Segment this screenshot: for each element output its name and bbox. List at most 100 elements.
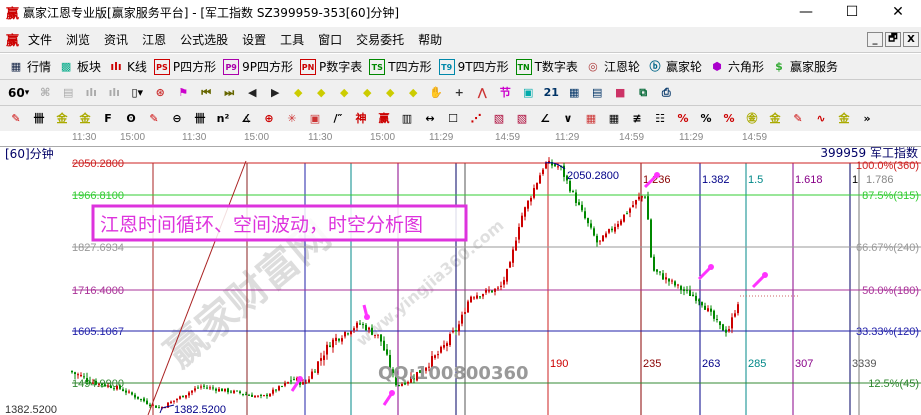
gold3-icon[interactable]: 金 bbox=[838, 111, 850, 125]
gold2-icon[interactable]: 金 bbox=[79, 111, 91, 125]
angle-icon[interactable]: ∡ bbox=[241, 111, 251, 125]
n2-icon[interactable]: n² bbox=[216, 111, 230, 125]
menu-item[interactable]: 帮助 bbox=[418, 33, 443, 47]
crosshair-icon[interactable]: + bbox=[454, 85, 464, 99]
notes-icon[interactable]: ▤ bbox=[592, 85, 603, 99]
box-fan2-icon[interactable]: ▧ bbox=[516, 111, 528, 125]
percent-red-icon[interactable]: % bbox=[677, 111, 689, 125]
close-button[interactable]: ✕ bbox=[892, 4, 904, 20]
calendar-icon[interactable]: 21 bbox=[543, 85, 559, 99]
candle-type-icon[interactable]: ▯▾ bbox=[131, 85, 144, 99]
menu-item[interactable]: 设置 bbox=[242, 33, 267, 47]
parallel-icon[interactable]: ≢ bbox=[632, 111, 642, 125]
minimize-button[interactable]: — bbox=[799, 4, 813, 20]
calculator-icon[interactable]: ▦ bbox=[569, 85, 580, 99]
last-icon[interactable]: ⏭ bbox=[224, 85, 235, 99]
printer-icon[interactable]: ⎙ bbox=[661, 85, 671, 99]
menu-item[interactable]: 交易委托 bbox=[356, 33, 405, 47]
pattern-icon[interactable]: ⊛ bbox=[155, 85, 165, 99]
table-icon[interactable]: ☷ bbox=[655, 111, 665, 125]
flag-icon[interactable]: ⚑ bbox=[178, 85, 189, 99]
vee-icon[interactable]: ∨ bbox=[563, 111, 573, 125]
menu-item[interactable]: 江恩 bbox=[142, 33, 167, 47]
star-icon[interactable]: ✳ bbox=[287, 111, 297, 125]
network-icon[interactable]: ⧉ bbox=[639, 85, 648, 99]
mdi-restore-button[interactable]: 🗗 bbox=[885, 32, 901, 47]
menu-item[interactable]: 工具 bbox=[280, 33, 305, 47]
vlines-icon[interactable]: 卌 bbox=[33, 111, 45, 125]
gold-lines-icon[interactable]: 金 bbox=[769, 111, 781, 125]
period-select[interactable]: 60 ▾ bbox=[8, 86, 29, 100]
toolbar-button-hexagon[interactable]: ⬢ 六角形 bbox=[709, 58, 764, 75]
square-icon[interactable]: ☐ bbox=[448, 111, 458, 125]
left-icon[interactable]: ◀ bbox=[248, 85, 257, 99]
pen-lines-icon[interactable]: ✎ bbox=[793, 111, 803, 125]
wave-icon[interactable]: ∿ bbox=[816, 111, 826, 125]
lines-icon[interactable]: /″ bbox=[333, 111, 343, 125]
mdi-minimize-button[interactable]: _ bbox=[867, 32, 883, 47]
percent-icon[interactable]: % bbox=[700, 111, 712, 125]
toolbar-button-ps[interactable]: PS P四方形 bbox=[153, 58, 216, 75]
frame-icon[interactable]: ▣ bbox=[523, 85, 534, 99]
mdi-close-button[interactable]: X bbox=[903, 32, 919, 47]
toolbar-button-grid-table[interactable]: ▦ 行情 bbox=[8, 58, 51, 75]
spiral-icon[interactable]: ʘ bbox=[126, 111, 136, 125]
width-icon[interactable]: ↔ bbox=[425, 111, 435, 125]
yellow-left-icon[interactable]: ◆ bbox=[294, 85, 303, 99]
menu-item[interactable]: 公式选股 bbox=[180, 33, 229, 47]
yellow-right-icon[interactable]: ◆ bbox=[317, 85, 326, 99]
yellow-star-icon[interactable]: ◆ bbox=[386, 85, 395, 99]
circle-ruler-icon[interactable]: ⊖ bbox=[172, 111, 182, 125]
bars9-icon[interactable]: ılı bbox=[108, 85, 120, 99]
toolbar-button-gann-wheel[interactable]: ◎ 江恩轮 bbox=[585, 58, 640, 75]
gold-circle-icon[interactable]: ㊎ bbox=[746, 111, 758, 125]
maximize-button[interactable]: ☐ bbox=[845, 4, 859, 20]
ruler-icon[interactable]: ▥ bbox=[401, 111, 413, 125]
ying-icon[interactable]: 赢 bbox=[378, 111, 390, 125]
toolbar-button-sector-blocks[interactable]: ▩ 板块 bbox=[58, 58, 101, 75]
menu-item[interactable]: 浏览 bbox=[66, 33, 91, 47]
yellow-v-icon[interactable]: ◆ bbox=[409, 85, 418, 99]
vlines2-icon[interactable]: 卌 bbox=[194, 111, 206, 125]
toolbar-button-p9[interactable]: P9 9P四方形 bbox=[223, 58, 293, 75]
yellow-h-icon[interactable]: ◆ bbox=[340, 85, 349, 99]
section-icon[interactable]: 节 bbox=[499, 85, 511, 99]
zigzag-icon[interactable]: ⋀ bbox=[477, 85, 487, 99]
pen-icon[interactable]: ✎ bbox=[11, 111, 21, 125]
target-icon[interactable]: ⊕ bbox=[264, 111, 274, 125]
toolbar-button-pn[interactable]: PN P数字表 bbox=[300, 58, 362, 75]
toolbar-button-t9[interactable]: T9 9T四方形 bbox=[438, 58, 509, 75]
brush-icon[interactable]: ✎ bbox=[149, 111, 159, 125]
shen-icon[interactable]: 神 bbox=[355, 111, 367, 125]
menu-item[interactable]: 资讯 bbox=[104, 33, 129, 47]
grid2-icon[interactable]: ▦ bbox=[608, 111, 620, 125]
gold-icon[interactable]: 金 bbox=[56, 111, 68, 125]
toolbar-button-ts[interactable]: TS T四方形 bbox=[369, 58, 432, 75]
toolbar-button-kline[interactable]: ılı K线 bbox=[108, 58, 147, 75]
toolbar-button-tn[interactable]: TN T数字表 bbox=[515, 58, 578, 75]
save-icon[interactable]: ■ bbox=[615, 85, 626, 99]
bars5-icon[interactable]: ılı bbox=[85, 85, 97, 99]
box-fan-icon[interactable]: ▧ bbox=[493, 111, 505, 125]
fan-icon[interactable]: ⋰ bbox=[470, 111, 482, 125]
right-icon[interactable]: ▶ bbox=[271, 85, 280, 99]
fib-icon[interactable]: F bbox=[104, 111, 112, 125]
angle2-icon[interactable]: ∠ bbox=[540, 111, 550, 125]
doc-icon[interactable]: ▤ bbox=[63, 85, 74, 99]
candle-body bbox=[728, 329, 730, 332]
candle-body bbox=[191, 390, 193, 393]
percent-level-label: 87.5%(315) bbox=[862, 190, 919, 202]
toolbar-button-dollar[interactable]: $ 赢家服务 bbox=[771, 58, 838, 75]
percent-lines-icon[interactable]: % bbox=[723, 111, 735, 125]
first-icon[interactable]: ⏮ bbox=[201, 85, 212, 99]
grid-icon[interactable]: ▦ bbox=[585, 111, 597, 125]
menu-item[interactable]: 文件 bbox=[28, 33, 53, 47]
toolbar-button-big-wheel[interactable]: ⓑ 赢家轮 bbox=[647, 58, 702, 75]
more-icon[interactable]: » bbox=[863, 111, 871, 125]
box-icon[interactable]: ▣ bbox=[309, 111, 321, 125]
yellow-x-icon[interactable]: ◆ bbox=[363, 85, 372, 99]
hand-icon[interactable]: ✋ bbox=[429, 85, 444, 99]
chart-style-icon[interactable]: ⌘ bbox=[40, 85, 51, 99]
menu-item[interactable]: 窗口 bbox=[318, 33, 343, 47]
